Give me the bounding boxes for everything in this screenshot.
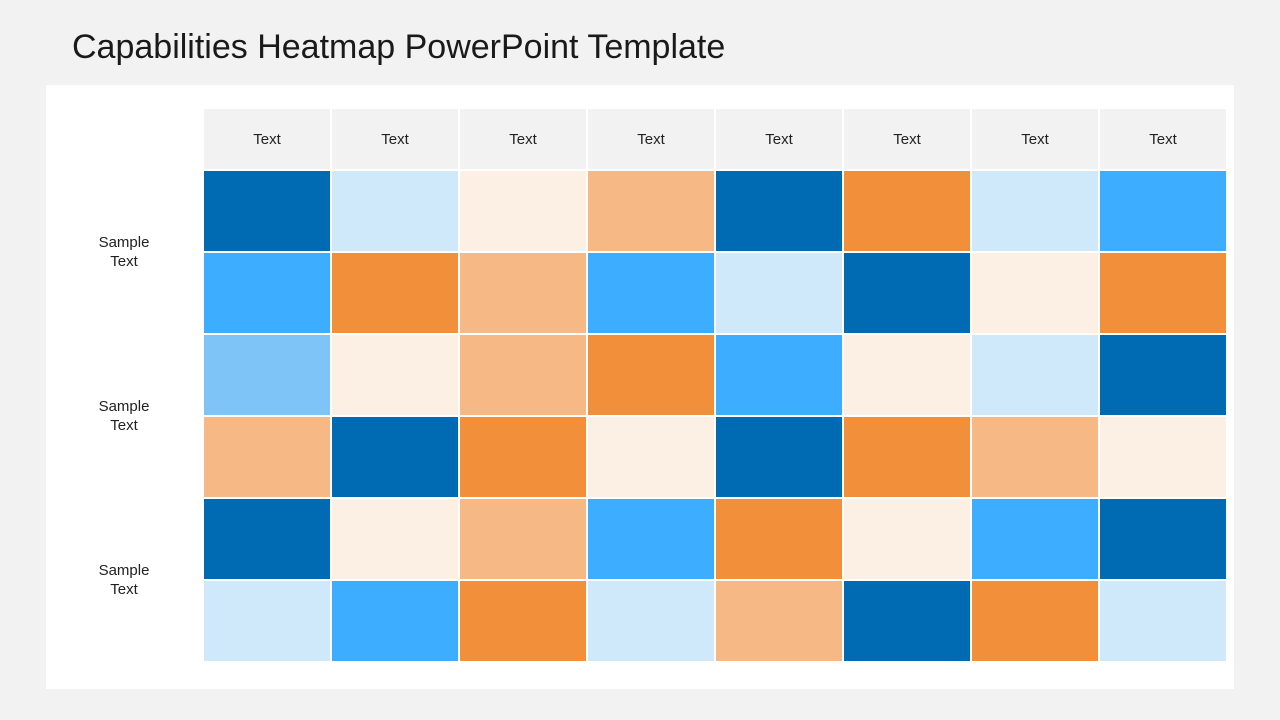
row-header: Sample Text — [46, 171, 202, 333]
heatmap-cell — [716, 581, 842, 661]
heatmap-grid: TextTextTextTextTextTextTextTextSample T… — [46, 109, 1210, 661]
heatmap-cell — [1100, 253, 1226, 333]
heatmap-cell — [716, 253, 842, 333]
heatmap-cell — [460, 253, 586, 333]
col-header: Text — [716, 109, 842, 169]
col-header: Text — [588, 109, 714, 169]
row-header: Sample Text — [46, 499, 202, 661]
heatmap-cell — [716, 417, 842, 497]
heatmap-cell — [460, 499, 586, 579]
heatmap-cell — [972, 417, 1098, 497]
heatmap-cell — [844, 335, 970, 415]
col-header: Text — [332, 109, 458, 169]
heatmap-cell — [972, 253, 1098, 333]
heatmap-cell — [1100, 335, 1226, 415]
col-header: Text — [972, 109, 1098, 169]
grid-corner — [46, 109, 202, 169]
heatmap-cell — [588, 335, 714, 415]
heatmap-cell — [844, 499, 970, 579]
col-header: Text — [844, 109, 970, 169]
heatmap-cell — [588, 171, 714, 251]
heatmap-cell — [972, 335, 1098, 415]
heatmap-cell — [588, 581, 714, 661]
heatmap-cell — [588, 417, 714, 497]
heatmap-cell — [1100, 499, 1226, 579]
heatmap-cell — [716, 499, 842, 579]
heatmap-cell — [332, 499, 458, 579]
heatmap-cell — [332, 253, 458, 333]
col-header: Text — [1100, 109, 1226, 169]
page-title: Capabilities Heatmap PowerPoint Template — [0, 0, 1280, 85]
heatmap-cell — [972, 499, 1098, 579]
heatmap-cell — [332, 335, 458, 415]
heatmap-cell — [332, 171, 458, 251]
heatmap-cell — [1100, 581, 1226, 661]
heatmap-cell — [1100, 171, 1226, 251]
heatmap-cell — [716, 171, 842, 251]
heatmap-cell — [1100, 417, 1226, 497]
heatmap-cell — [972, 581, 1098, 661]
col-header: Text — [204, 109, 330, 169]
heatmap-cell — [844, 171, 970, 251]
heatmap-cell — [204, 335, 330, 415]
heatmap-cell — [972, 171, 1098, 251]
heatmap-cell — [588, 253, 714, 333]
heatmap-cell — [460, 335, 586, 415]
heatmap-cell — [204, 253, 330, 333]
heatmap-cell — [332, 581, 458, 661]
heatmap-cell — [204, 417, 330, 497]
heatmap-cell — [716, 335, 842, 415]
heatmap-cell — [460, 417, 586, 497]
heatmap-cell — [460, 581, 586, 661]
heatmap-cell — [204, 171, 330, 251]
heatmap-cell — [588, 499, 714, 579]
col-header: Text — [460, 109, 586, 169]
heatmap-cell — [332, 417, 458, 497]
heatmap-card: TextTextTextTextTextTextTextTextSample T… — [46, 85, 1234, 689]
heatmap-cell — [460, 171, 586, 251]
heatmap-cell — [844, 581, 970, 661]
heatmap-cell — [204, 581, 330, 661]
row-header: Sample Text — [46, 335, 202, 497]
heatmap-cell — [204, 499, 330, 579]
heatmap-cell — [844, 253, 970, 333]
heatmap-cell — [844, 417, 970, 497]
